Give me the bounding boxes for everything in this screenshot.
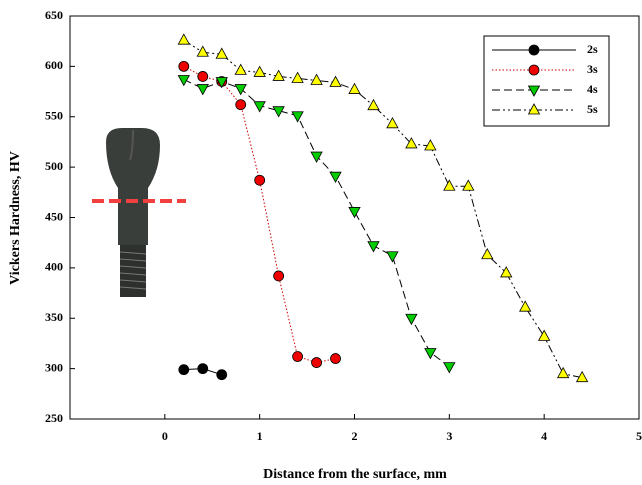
marker	[528, 44, 540, 56]
marker	[367, 98, 380, 111]
marker	[197, 363, 209, 375]
marker	[330, 353, 341, 364]
marker	[234, 63, 247, 75]
marker	[405, 137, 418, 149]
marker	[291, 111, 304, 123]
marker	[253, 101, 266, 113]
x-axis-label: Distance from the surface, mm	[263, 467, 447, 482]
x-tick-label: 3	[446, 429, 452, 443]
marker	[528, 64, 540, 76]
marker	[178, 364, 190, 376]
x-tick-label: 5	[636, 429, 642, 443]
marker	[462, 179, 475, 191]
y-tick-label: 250	[45, 411, 63, 425]
marker	[386, 251, 399, 263]
marker	[272, 106, 285, 118]
marker	[215, 47, 228, 59]
marker	[424, 348, 437, 360]
marker	[254, 174, 266, 186]
series-line	[183, 65, 336, 364]
y-tick-label: 650	[45, 8, 63, 22]
marker	[537, 329, 551, 341]
x-tick-label: 4	[541, 429, 547, 443]
x-tick-label: 2	[352, 429, 358, 443]
marker	[527, 85, 541, 97]
y-tick-label: 450	[45, 209, 63, 223]
marker	[273, 270, 285, 282]
series-line	[183, 39, 583, 379]
marker	[348, 82, 361, 94]
marker	[348, 207, 361, 219]
marker	[177, 75, 190, 87]
marker	[386, 116, 399, 129]
series-line	[183, 79, 450, 368]
marker	[235, 99, 247, 111]
legend-label: 5s	[587, 102, 598, 116]
marker	[292, 351, 304, 362]
y-tick-label: 350	[45, 310, 63, 324]
marker	[310, 151, 323, 163]
marker	[197, 71, 209, 82]
marker	[527, 103, 541, 115]
y-tick-label: 600	[45, 58, 63, 72]
marker	[500, 266, 513, 278]
marker	[177, 33, 190, 45]
implant-photo	[92, 128, 186, 297]
marker	[481, 247, 494, 260]
marker	[329, 75, 342, 87]
marker	[575, 370, 589, 383]
marker	[311, 357, 322, 368]
marker	[196, 84, 209, 96]
marker	[329, 171, 342, 184]
marker	[272, 69, 285, 81]
marker	[216, 369, 228, 381]
legend-label: 4s	[587, 82, 598, 96]
marker	[405, 313, 418, 326]
y-tick-label: 300	[45, 360, 63, 374]
marker	[519, 300, 532, 312]
marker	[215, 77, 228, 89]
marker	[310, 73, 323, 85]
legend-label: 2s	[587, 42, 598, 56]
marker	[424, 139, 437, 151]
x-tick-label: 1	[257, 429, 263, 443]
marker	[234, 84, 247, 96]
marker	[367, 241, 380, 253]
y-axis-label: Vickers Hardness, HV	[8, 151, 23, 285]
marker	[443, 362, 456, 374]
y-tick-label: 550	[45, 109, 63, 123]
marker	[196, 45, 209, 57]
y-tick-label: 500	[45, 159, 63, 173]
marker	[291, 71, 304, 83]
legend-label: 3s	[587, 62, 598, 76]
marker	[178, 60, 190, 72]
marker	[556, 366, 570, 379]
x-tick-label: 0	[162, 429, 168, 443]
marker	[253, 65, 266, 77]
marker	[443, 179, 456, 191]
y-tick-label: 400	[45, 260, 63, 274]
legend-box	[483, 35, 610, 127]
